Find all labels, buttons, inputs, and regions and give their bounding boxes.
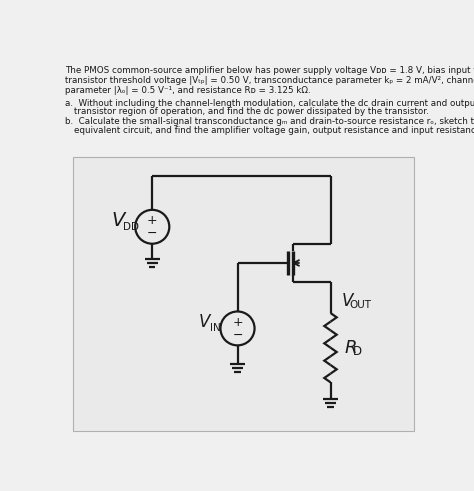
Text: transistor threshold voltage |Vₜₚ| = 0.50 V, transconductance parameter kₚ = 2 m: transistor threshold voltage |Vₜₚ| = 0.5… xyxy=(65,76,474,85)
Text: $V$: $V$ xyxy=(198,313,212,331)
Text: The PMOS common-source amplifier below has power supply voltage Vᴅᴅ = 1.8 V, bia: The PMOS common-source amplifier below h… xyxy=(65,66,474,75)
Text: equivalent circuit, and find the amplifier voltage gain, output resistance and i: equivalent circuit, and find the amplifi… xyxy=(74,126,474,135)
Text: b.  Calculate the small-signal transconductance gₘ and drain-to-source resistanc: b. Calculate the small-signal transcondu… xyxy=(65,117,474,127)
Text: DD: DD xyxy=(123,222,138,232)
Text: IN: IN xyxy=(210,324,220,333)
Text: parameter |λₒ| = 0.5 V⁻¹, and resistance Rᴅ = 3.125 kΩ.: parameter |λₒ| = 0.5 V⁻¹, and resistance… xyxy=(65,86,311,95)
Text: $R$: $R$ xyxy=(345,339,357,356)
Text: a.  Without including the channel-length modulation, calculate the dc drain curr: a. Without including the channel-length … xyxy=(65,99,474,108)
Text: $V$: $V$ xyxy=(111,211,128,230)
Text: OUT: OUT xyxy=(350,300,372,310)
Text: $V$: $V$ xyxy=(341,293,356,310)
Text: −: − xyxy=(232,329,243,342)
Text: D: D xyxy=(353,345,362,358)
Bar xyxy=(73,158,414,431)
Text: −: − xyxy=(147,227,157,240)
Text: +: + xyxy=(232,316,243,329)
Text: +: + xyxy=(147,214,157,227)
Text: transistor region of operation, and find the dc power dissipated by the transist: transistor region of operation, and find… xyxy=(74,108,428,116)
